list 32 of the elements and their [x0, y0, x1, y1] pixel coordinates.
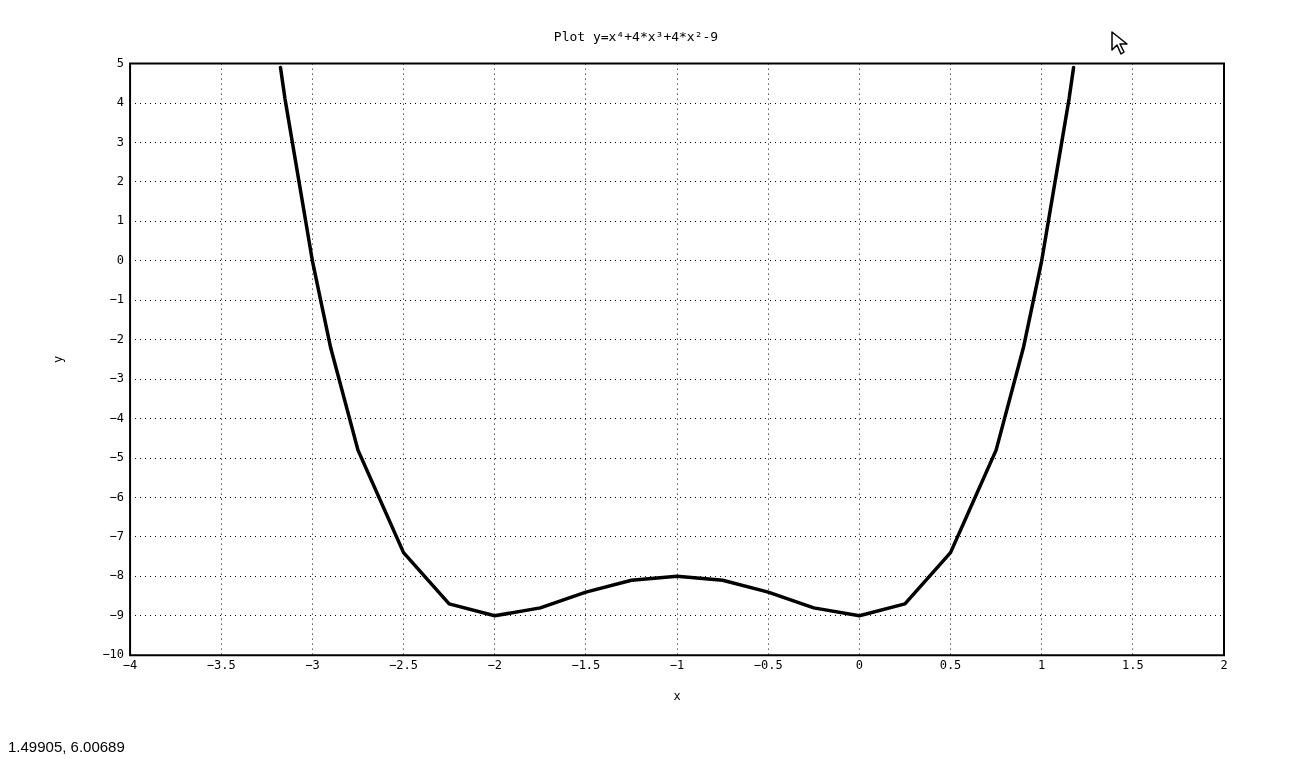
x-tick-label: −2 [487, 657, 502, 672]
y-tick-label: −6 [109, 489, 125, 504]
y-tick-label: −8 [109, 568, 125, 583]
x-tick-label: 0.5 [939, 657, 962, 672]
y-tick-label: −4 [109, 410, 125, 425]
x-tick-label: 1 [1038, 657, 1046, 672]
x-tick-label: −0.5 [753, 657, 783, 672]
y-tick-label: −10 [102, 647, 125, 662]
x-tick-label: −3.5 [206, 657, 236, 672]
y-tick-label: 1 [116, 213, 125, 228]
x-tick-label: 1.5 [1122, 657, 1144, 672]
y-tick-label: 5 [116, 55, 125, 70]
y-tick-label: 0 [116, 252, 125, 267]
y-tick-label: −7 [109, 529, 125, 544]
x-tick-label: −1 [669, 657, 685, 672]
y-tick-label: 4 [116, 95, 125, 110]
x-axis-title: x [673, 688, 681, 703]
x-tick-label: 2 [1220, 657, 1228, 672]
x-tick-label: −1.5 [571, 657, 601, 672]
y-tick-label: −9 [109, 607, 125, 622]
y-axis-title: y [51, 355, 66, 364]
y-tick-label: −3 [109, 371, 125, 386]
text: 1.49905, 6.00689 [8, 738, 126, 755]
x-tick-label: −2.5 [389, 657, 419, 672]
y-tick-label: 2 [116, 174, 125, 189]
y-tick-label: −5 [109, 450, 125, 465]
x-tick-label: −3 [305, 657, 320, 672]
x-tick-label: 0 [855, 657, 863, 672]
y-tick-label: −2 [109, 331, 125, 346]
y-tick-label: −1 [109, 292, 125, 307]
y-tick-label: 3 [116, 134, 125, 149]
chart-title: Plot y=x⁴+4*x³+4*x²-9 [553, 29, 719, 45]
